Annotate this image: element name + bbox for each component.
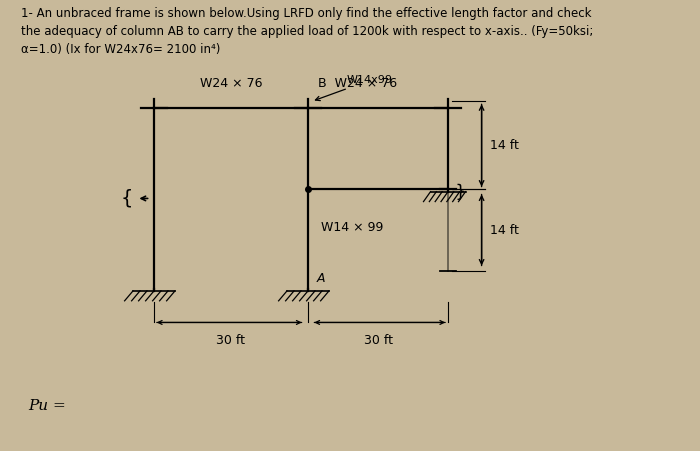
Text: B  W24 × 76: B W24 × 76 (318, 77, 398, 90)
Text: W14 × 99: W14 × 99 (321, 221, 383, 234)
Text: {: { (120, 189, 133, 208)
Text: A: A (316, 272, 325, 285)
Text: 1- An unbraced frame is shown below.Using LRFD only find the effective length fa: 1- An unbraced frame is shown below.Usin… (21, 7, 592, 20)
Text: 14 ft: 14 ft (490, 224, 519, 236)
Text: W14x99: W14x99 (316, 75, 393, 101)
Text: {: { (452, 180, 462, 198)
Text: 30 ft: 30 ft (363, 334, 393, 347)
Text: 30 ft: 30 ft (216, 334, 246, 347)
Text: Pu =: Pu = (28, 399, 66, 413)
Text: the adequacy of column AB to carry the applied load of 1200k with respect to x-a: the adequacy of column AB to carry the a… (21, 25, 594, 38)
Text: W24 × 76: W24 × 76 (199, 77, 262, 90)
Text: α=1.0) (Ix for W24x76= 2100 in⁴): α=1.0) (Ix for W24x76= 2100 in⁴) (21, 43, 221, 56)
Text: 14 ft: 14 ft (490, 139, 519, 152)
